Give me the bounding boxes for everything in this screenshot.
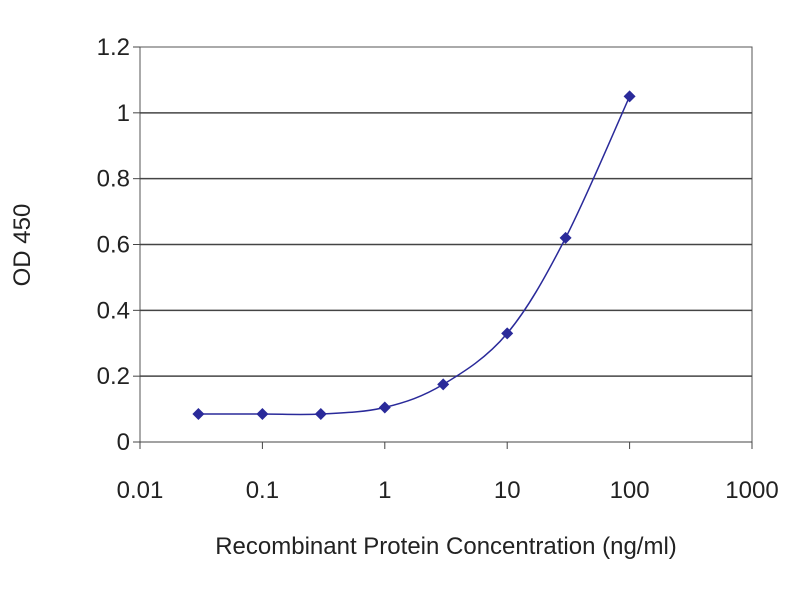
y-tick-label: 0.4 xyxy=(97,297,130,324)
data-points xyxy=(192,90,636,421)
x-tick-label: 0.01 xyxy=(117,477,164,504)
y-axis-title: OD 450 xyxy=(9,204,36,287)
x-tick-label: 10 xyxy=(494,477,521,504)
y-tick-label: 0.2 xyxy=(97,363,130,390)
y-axis-ticks: 0 0.2 0.4 0.6 0.8 1 1.2 xyxy=(97,34,140,456)
data-point xyxy=(314,408,327,421)
gridlines xyxy=(140,112,752,377)
data-point xyxy=(378,401,391,414)
x-tick-label: 100 xyxy=(610,477,650,504)
x-tick-label: 0.1 xyxy=(246,477,279,504)
y-tick-label: 0.6 xyxy=(97,232,130,259)
data-point xyxy=(437,378,450,391)
data-point xyxy=(501,327,514,340)
data-point xyxy=(192,408,205,421)
y-tick-label: 0 xyxy=(117,429,130,456)
data-point xyxy=(623,90,636,103)
y-tick-label: 1.2 xyxy=(97,34,130,61)
x-axis-ticks: 0.01 0.1 1 10 100 1000 xyxy=(117,441,779,504)
data-point xyxy=(256,408,269,421)
x-axis-title: Recombinant Protein Concentration (ng/ml… xyxy=(215,533,677,560)
x-tick-label: 1000 xyxy=(725,477,778,504)
x-tick-label: 1 xyxy=(378,477,391,504)
y-tick-label: 1 xyxy=(117,100,130,127)
y-tick-label: 0.8 xyxy=(97,166,130,193)
data-point xyxy=(559,231,572,244)
